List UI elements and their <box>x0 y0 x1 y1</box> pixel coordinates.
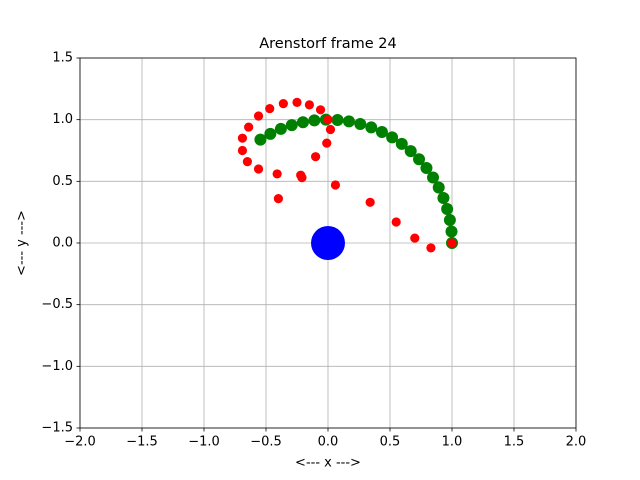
point <box>331 114 344 127</box>
point <box>365 197 375 207</box>
y-tick-label: −1.5 <box>41 421 73 436</box>
y-tick-label: −1.0 <box>41 359 73 374</box>
point <box>265 103 275 114</box>
point <box>443 214 456 227</box>
point <box>395 137 408 150</box>
point <box>296 116 309 129</box>
point <box>432 181 445 194</box>
plot-frame <box>79 57 577 429</box>
chart-title: Arenstorf frame 24 <box>259 36 397 52</box>
point <box>427 171 440 184</box>
point <box>237 133 248 143</box>
point <box>311 152 321 162</box>
point <box>391 217 401 227</box>
x-tick-label: −1.5 <box>126 435 158 450</box>
point <box>404 145 417 158</box>
point <box>264 127 277 140</box>
point <box>447 238 457 248</box>
point <box>274 122 287 135</box>
point <box>253 111 264 121</box>
point <box>413 153 426 166</box>
x-tick-label: −1.0 <box>188 435 220 450</box>
point <box>410 233 420 243</box>
point <box>323 115 333 125</box>
point <box>441 202 454 215</box>
x-tick-label: −0.5 <box>250 435 282 450</box>
point <box>330 180 341 190</box>
point <box>420 162 433 175</box>
point <box>272 169 282 179</box>
point <box>273 194 283 204</box>
point <box>322 138 332 148</box>
y-tick-label: 1.5 <box>52 51 73 66</box>
point <box>304 100 314 110</box>
point <box>354 117 367 130</box>
x-tick-label: 1.5 <box>504 435 525 450</box>
point <box>445 225 458 238</box>
x-tick-label: 2.0 <box>566 435 587 450</box>
point <box>292 97 302 107</box>
point <box>254 133 267 146</box>
x-tick-label: 1.0 <box>442 435 463 450</box>
point <box>437 191 450 204</box>
y-tick-label: 0.0 <box>52 236 73 251</box>
y-tick-label: −0.5 <box>41 297 73 312</box>
point <box>242 157 252 167</box>
point <box>297 173 307 183</box>
y-tick-label: 0.5 <box>52 174 73 189</box>
point <box>278 99 288 109</box>
point <box>375 126 388 138</box>
point <box>244 122 254 132</box>
point <box>311 226 345 260</box>
y-tick-label: 1.0 <box>52 112 73 127</box>
point <box>426 243 436 253</box>
x-tick-label: 0.0 <box>318 435 339 450</box>
x-axis-label: <--- x ---> <box>295 456 361 471</box>
y-axis-label: <--- y ---> <box>15 210 30 276</box>
point <box>285 119 298 132</box>
point <box>342 115 355 128</box>
point <box>253 164 264 174</box>
point <box>365 121 378 134</box>
point <box>308 114 321 127</box>
point <box>386 131 399 144</box>
point <box>325 124 336 135</box>
point <box>315 105 326 115</box>
x-tick-label: −2.0 <box>64 435 96 450</box>
point <box>237 145 248 156</box>
x-tick-label: 0.5 <box>380 435 401 450</box>
